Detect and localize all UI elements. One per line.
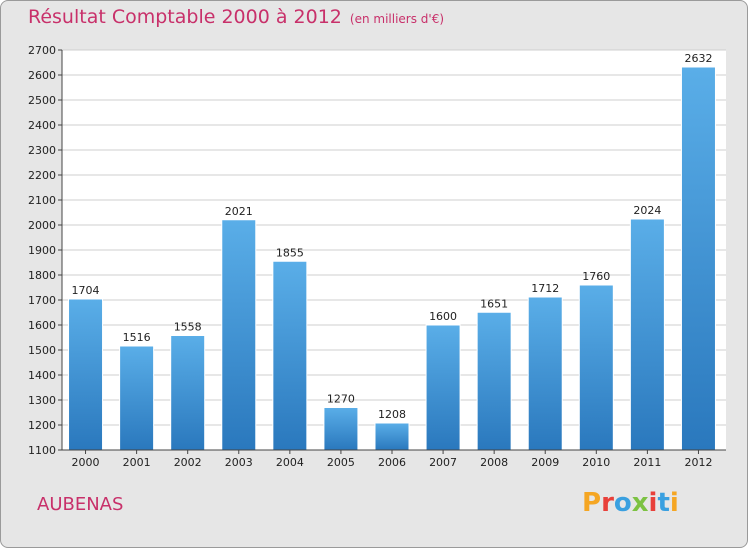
x-tick-label: 2001 <box>123 456 151 469</box>
logo-letter: r <box>601 488 614 518</box>
x-tick-label: 2012 <box>684 456 712 469</box>
bar-value-label: 1208 <box>378 408 406 421</box>
y-tick-label: 1300 <box>28 394 56 407</box>
y-tick-label: 1600 <box>28 319 56 332</box>
y-tick-label: 2500 <box>28 94 56 107</box>
x-tick-label: 2008 <box>480 456 508 469</box>
bar-value-label: 1651 <box>480 297 508 310</box>
x-tick-label: 2002 <box>174 456 202 469</box>
bar-value-label: 2024 <box>633 204 661 217</box>
y-tick-label: 2600 <box>28 69 56 82</box>
x-tick-label: 2004 <box>276 456 304 469</box>
x-tick-label: 2005 <box>327 456 355 469</box>
y-tick-label: 1900 <box>28 244 56 257</box>
bar-2008 <box>476 311 512 451</box>
y-axis: 1100 1200 1300 1400 1500 1600 1700 1800 1900 2000… <box>28 44 63 457</box>
bar-value-label: 1855 <box>276 246 304 259</box>
x-tick-label: 2000 <box>72 456 100 469</box>
logo-letter: x <box>631 488 649 518</box>
bar-value-label: 2021 <box>225 205 253 218</box>
chart-title: Résultat Comptable 2000 à 2012 (en millie… <box>28 6 444 28</box>
y-tick-label: 1700 <box>28 294 56 307</box>
bar-value-label: 1712 <box>531 282 559 295</box>
logo-letter: i <box>648 488 658 518</box>
bar-2004 <box>272 260 308 451</box>
y-tick-label: 1400 <box>28 369 56 382</box>
y-tick-label: 2300 <box>28 144 56 157</box>
x-tick-label: 2009 <box>531 456 559 469</box>
x-tick-label: 2003 <box>225 456 253 469</box>
x-axis: 2000 2001 2002 2003 2004 2005 2006 2007 2008 2009… <box>62 449 726 469</box>
logo-letter: t <box>657 488 670 518</box>
bar-2009 <box>527 296 563 451</box>
bars: 1704 1516 1558 2021 1855 1270 1208 1600 1651 1712… <box>68 52 716 451</box>
bar-2003 <box>221 219 257 451</box>
x-tick-label: 2007 <box>429 456 457 469</box>
city-name: AUBENAS <box>37 494 124 515</box>
bar-value-label: 1600 <box>429 310 457 323</box>
bar-value-label: 1558 <box>174 321 202 334</box>
y-tick-label: 2100 <box>28 194 56 207</box>
y-tick-label: 1100 <box>28 444 56 457</box>
y-tick-label: 1500 <box>28 344 56 357</box>
y-tick-label: 2000 <box>28 219 56 232</box>
bar-2000 <box>68 298 104 451</box>
x-tick-label: 2006 <box>378 456 406 469</box>
bar-value-label: 2632 <box>684 52 712 65</box>
logo-letter: i <box>669 488 679 518</box>
bar-2012 <box>680 66 716 451</box>
x-tick-label: 2010 <box>582 456 610 469</box>
bar-2001 <box>119 345 155 451</box>
bar-value-label: 1516 <box>123 331 151 344</box>
bar-value-label: 1704 <box>72 284 100 297</box>
y-tick-label: 2400 <box>28 119 56 132</box>
chart-title-text: Résultat Comptable 2000 à 2012 <box>28 6 342 28</box>
logo-letter: o <box>613 488 632 518</box>
bar-2007 <box>425 324 461 451</box>
bar-value-label: 1760 <box>582 270 610 283</box>
bar-value-label: 1270 <box>327 393 355 406</box>
proxiti-logo: Proxiti <box>582 488 679 518</box>
bar-2006 <box>374 422 410 451</box>
bar-2002 <box>170 335 206 451</box>
x-tick-label: 2011 <box>633 456 661 469</box>
bar-2011 <box>629 218 665 451</box>
bar-2005 <box>323 407 359 451</box>
chart-subtitle: (en milliers d'€) <box>349 12 445 26</box>
y-tick-label: 1200 <box>28 419 56 432</box>
logo-letter: P <box>582 488 602 518</box>
y-tick-label: 1800 <box>28 269 56 282</box>
y-tick-label: 2700 <box>28 44 56 57</box>
y-tick-label: 2200 <box>28 169 56 182</box>
bar-2010 <box>578 284 614 451</box>
